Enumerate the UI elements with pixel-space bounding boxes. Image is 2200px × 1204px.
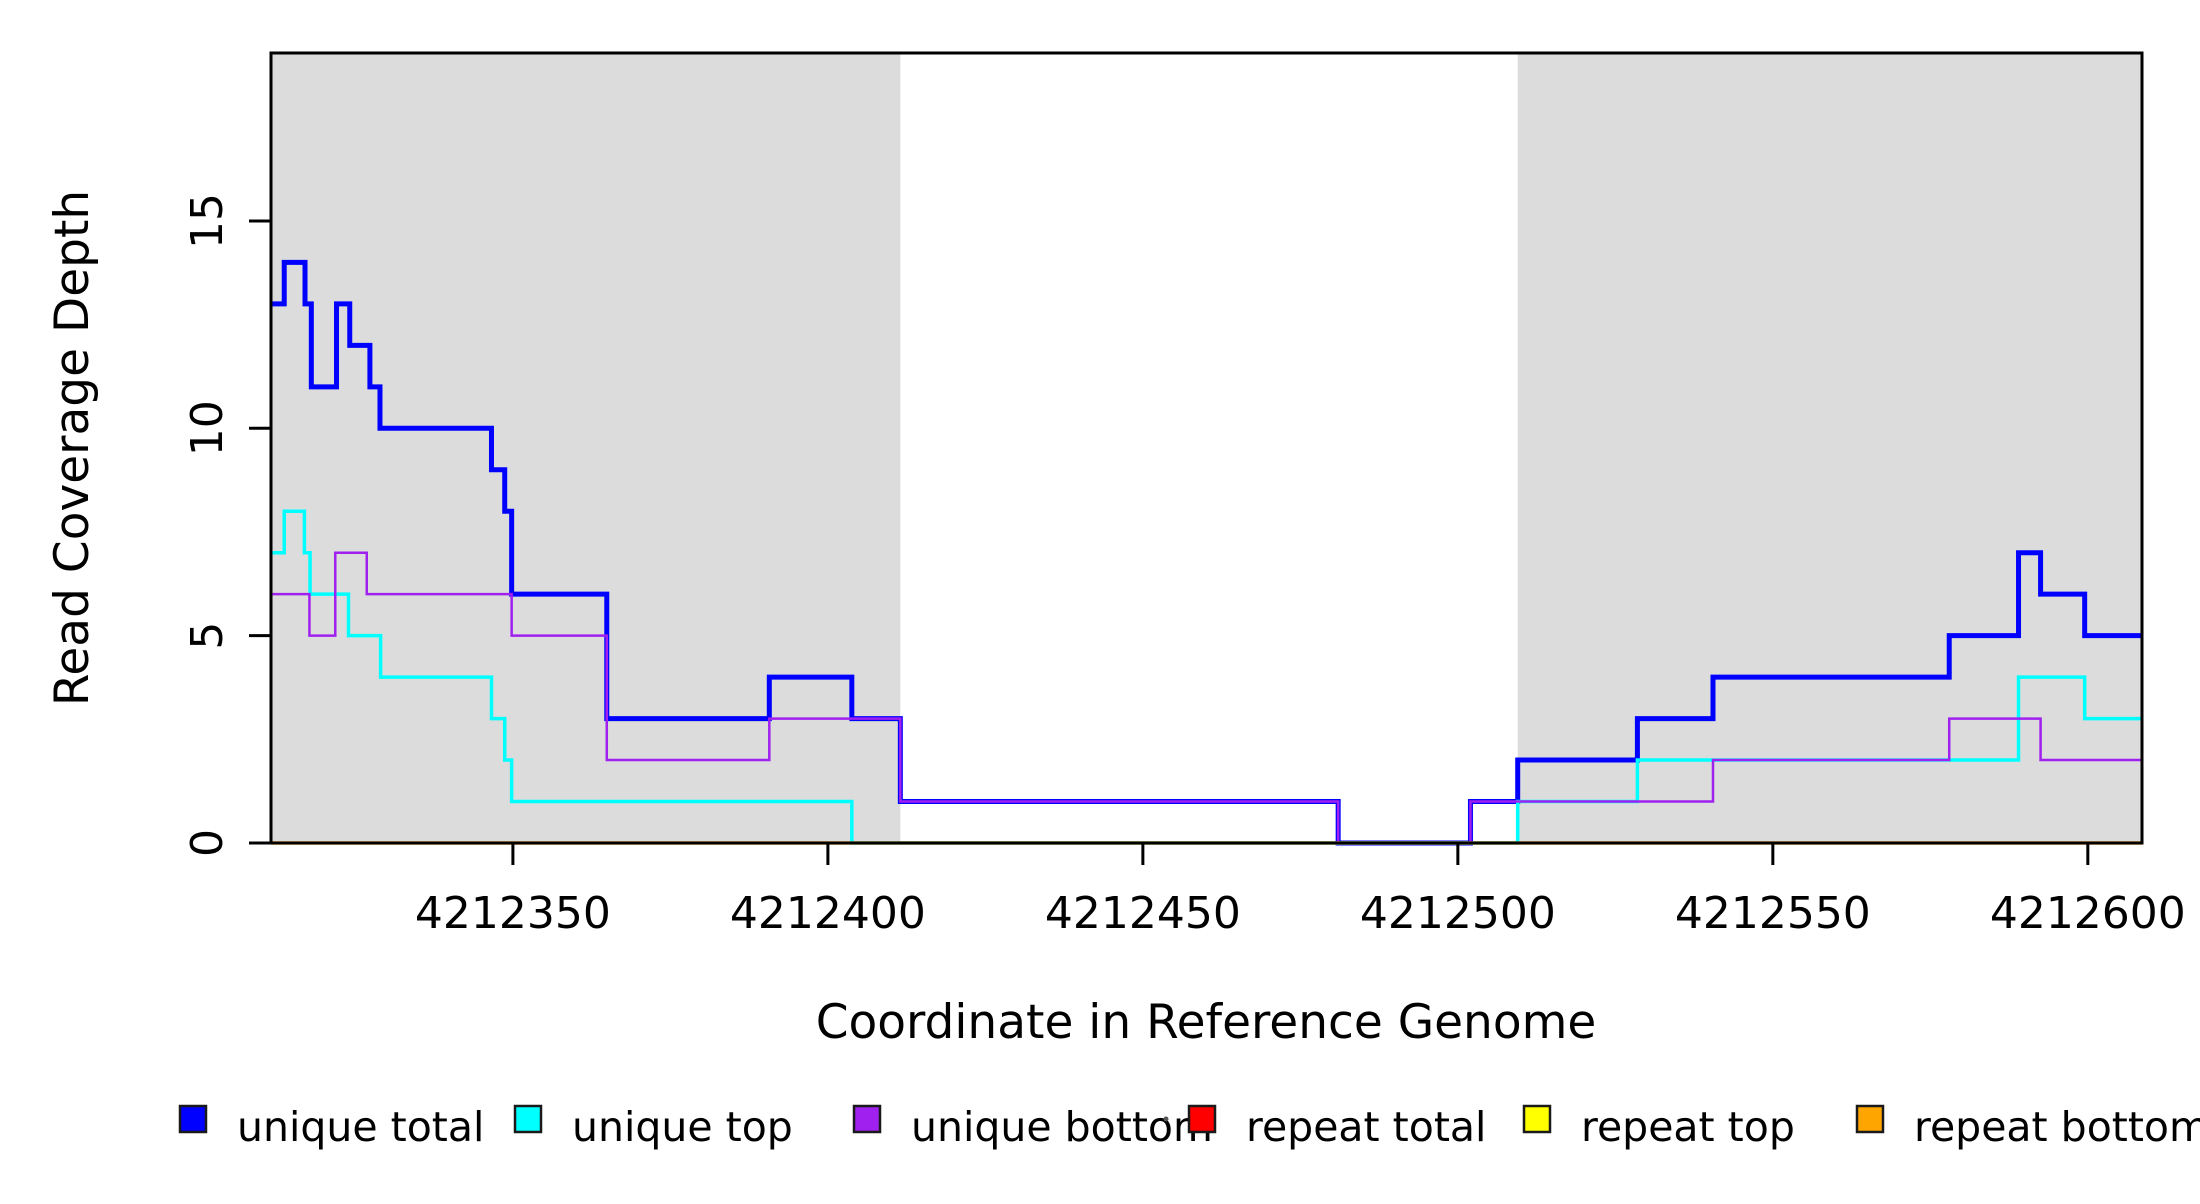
legend-swatch-unique-top (513, 1104, 543, 1134)
legend-item-unique-total: unique total (178, 1103, 484, 1151)
legend-label-unique-bottom: unique bottom (911, 1103, 1213, 1151)
legend-swatch-unique-bottom (852, 1104, 882, 1134)
legend-label-repeat-bottom: repeat bottom (1914, 1103, 2200, 1151)
legend-swatch-repeat-top (1522, 1104, 1552, 1134)
legend-swatch-unique-total (178, 1104, 208, 1134)
y-tick-label: 10 (182, 400, 233, 456)
y-axis-title: Read Coverage Depth (45, 190, 100, 706)
y-tick-label: 15 (182, 193, 233, 249)
legend-label-repeat-total: repeat total (1246, 1103, 1486, 1151)
stray-mark (1163, 1116, 1169, 1122)
legend-swatch-repeat-total (1187, 1104, 1217, 1134)
x-tick-label: 4212350 (415, 888, 611, 939)
right-gray-band (1517, 53, 2142, 843)
legend-label-unique-total: unique total (237, 1103, 484, 1151)
x-tick-label: 4212550 (1675, 888, 1871, 939)
axes: 4212350 4212400 4212450 4212500 4212550 42126… (182, 193, 2186, 939)
x-tick-label: 4212500 (1360, 888, 1556, 939)
y-tick-label: 0 (182, 829, 233, 857)
series-line-unique-bottom (271, 551, 2142, 845)
legend-item-repeat-bottom: repeat bottom (1855, 1103, 2200, 1151)
legend: unique total unique top unique bottom repea… (178, 1103, 2200, 1151)
legend-item-repeat-top: repeat top (1522, 1103, 1795, 1151)
x-axis-title: Coordinate in Reference Genome (816, 995, 1597, 1050)
y-tick-label: 5 (182, 622, 233, 650)
plot-frame (269, 51, 2144, 845)
legend-label-repeat-top: repeat top (1581, 1103, 1795, 1151)
legend-item-unique-bottom: unique bottom (852, 1103, 1213, 1151)
legend-swatch-repeat-bottom (1855, 1104, 1885, 1134)
x-tick-label: 4212400 (730, 888, 926, 939)
legend-item-repeat-total: repeat total (1187, 1103, 1486, 1151)
x-tick-label: 4212450 (1045, 888, 1241, 939)
legend-item-unique-top: unique top (513, 1103, 793, 1151)
shaded-bands (271, 53, 2142, 843)
series-line-unique-total (271, 259, 2142, 846)
x-tick-label: 4212600 (1990, 888, 2186, 939)
left-gray-band (271, 53, 901, 843)
legend-label-unique-top: unique top (572, 1103, 793, 1151)
